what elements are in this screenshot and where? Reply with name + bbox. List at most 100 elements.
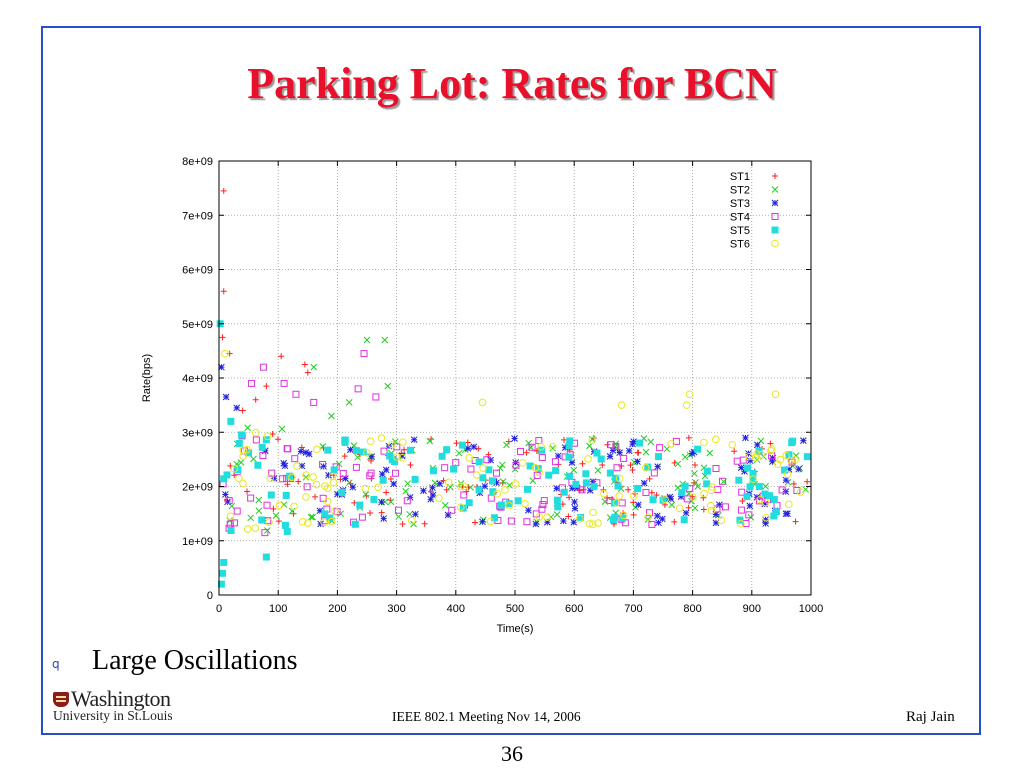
data-point-st2 xyxy=(691,470,698,477)
data-point-st2 xyxy=(255,507,263,515)
data-point-st4 xyxy=(261,529,269,537)
data-point-st5 xyxy=(459,504,467,512)
data-point-st5 xyxy=(258,516,266,524)
data-point-st6 xyxy=(589,508,597,517)
data-point-st6 xyxy=(771,390,780,399)
data-point-st6 xyxy=(644,513,653,521)
data-point-st4 xyxy=(259,363,267,371)
data-point-st6 xyxy=(518,458,527,467)
data-point-st5 xyxy=(788,439,796,447)
data-point-st6 xyxy=(543,513,551,521)
data-point-st1 xyxy=(295,478,302,485)
data-point-st6 xyxy=(588,436,597,445)
data-point-st6 xyxy=(472,471,481,479)
data-point-st5 xyxy=(489,488,497,496)
data-point-st2 xyxy=(762,483,769,490)
data-point-st3 xyxy=(568,459,576,466)
data-point-st1 xyxy=(270,505,277,512)
data-point-st4 xyxy=(391,469,399,477)
data-point-st5 xyxy=(429,467,437,475)
data-point-st3 xyxy=(690,448,698,456)
data-point-st3 xyxy=(782,476,790,484)
data-point-st6 xyxy=(752,450,761,458)
data-point-st6 xyxy=(324,484,332,492)
footer-meeting: IEEE 802.1 Meeting Nov 14, 2006 xyxy=(392,709,581,724)
data-point-st4 xyxy=(339,469,347,477)
data-point-st6 xyxy=(265,518,273,526)
data-point-st6 xyxy=(689,493,697,501)
chart-points xyxy=(216,187,811,588)
data-point-st3 xyxy=(782,488,790,495)
data-point-st5 xyxy=(254,461,262,469)
data-point-st5 xyxy=(703,467,711,475)
data-point-st3 xyxy=(762,520,769,527)
data-point-st3 xyxy=(325,471,332,479)
x-tick-label: 1000 xyxy=(799,603,823,615)
data-point-st5 xyxy=(566,437,574,445)
data-point-st3 xyxy=(334,490,341,498)
data-point-st5 xyxy=(514,497,522,505)
data-point-st3 xyxy=(320,463,327,470)
data-point-st3 xyxy=(571,505,579,512)
data-point-st4 xyxy=(380,447,388,455)
data-point-st1 xyxy=(312,493,319,500)
data-point-st6 xyxy=(600,489,608,498)
data-point-st5 xyxy=(749,476,757,484)
data-point-st6 xyxy=(304,519,312,527)
data-point-st3 xyxy=(305,450,313,458)
data-point-st3 xyxy=(470,443,478,451)
data-point-st5 xyxy=(450,465,458,473)
data-point-st1 xyxy=(635,449,642,456)
data-point-st6 xyxy=(784,470,792,479)
data-point-st4 xyxy=(648,520,656,528)
data-point-st2 xyxy=(250,455,257,463)
data-point-st3 xyxy=(640,479,648,487)
data-point-st6 xyxy=(230,465,239,473)
logo-wordmark: Washington xyxy=(71,686,171,711)
data-point-st4 xyxy=(225,497,233,505)
data-point-st3 xyxy=(429,491,437,499)
data-point-st3 xyxy=(782,510,790,518)
data-point-st6 xyxy=(575,514,584,523)
data-point-st3 xyxy=(737,464,745,471)
data-point-st6 xyxy=(661,495,669,504)
data-point-st5 xyxy=(338,488,346,496)
data-point-st3 xyxy=(654,463,662,470)
y-tick-label: 6e+09 xyxy=(182,265,213,277)
data-point-st4 xyxy=(358,513,366,521)
data-point-st5 xyxy=(744,464,752,472)
data-point-st3 xyxy=(281,462,289,470)
data-point-st2 xyxy=(547,513,555,521)
data-point-st6 xyxy=(399,438,407,446)
data-point-st3 xyxy=(222,393,230,401)
data-point-st2 xyxy=(247,514,255,522)
data-point-st3 xyxy=(561,444,569,451)
data-point-st1 xyxy=(383,489,390,496)
data-point-st2 xyxy=(447,483,454,491)
data-point-st6 xyxy=(309,473,317,481)
data-point-st5 xyxy=(606,469,614,477)
data-point-st2 xyxy=(384,382,392,390)
data-point-st5 xyxy=(770,512,778,520)
data-point-st6 xyxy=(328,472,337,481)
data-point-st4 xyxy=(252,436,260,444)
data-point-st1 xyxy=(421,520,428,527)
data-point-st5 xyxy=(612,474,620,482)
data-point-st6 xyxy=(388,440,396,449)
data-point-st3 xyxy=(653,512,661,520)
legend-marker-st3 xyxy=(771,199,779,207)
data-point-st4 xyxy=(540,497,548,505)
data-point-st5 xyxy=(611,513,619,521)
data-point-st4 xyxy=(352,463,360,471)
data-point-st6 xyxy=(251,524,260,532)
data-point-st2 xyxy=(354,453,361,461)
data-point-st5 xyxy=(655,453,663,461)
data-point-st5 xyxy=(761,490,769,498)
data-point-st5 xyxy=(262,553,270,561)
data-point-st1 xyxy=(275,518,282,525)
y-tick-label: 0 xyxy=(207,590,213,602)
data-point-st4 xyxy=(268,469,276,477)
data-point-st1 xyxy=(653,492,660,499)
data-point-st6 xyxy=(288,473,296,482)
data-point-st6 xyxy=(327,517,336,526)
